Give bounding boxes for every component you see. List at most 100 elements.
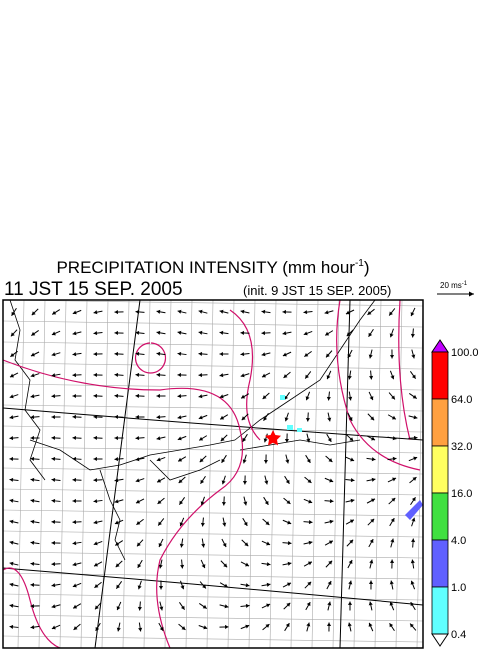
contours — [3, 300, 421, 648]
arrow-head — [240, 373, 245, 378]
wind-arrow — [135, 351, 145, 356]
grid-line — [59, 300, 67, 648]
arrow-head — [287, 541, 292, 546]
wind-arrow — [284, 392, 290, 400]
wind-arrow — [30, 561, 40, 566]
wind-arrow — [51, 477, 61, 482]
arrow-head — [390, 518, 395, 523]
wind-arrow — [114, 457, 124, 462]
arrow-head — [410, 312, 415, 317]
arrow-head — [158, 586, 164, 590]
wind-arrow — [305, 412, 310, 422]
wind-arrow — [262, 392, 270, 400]
wind-arrow — [93, 310, 103, 315]
arrow-head — [9, 498, 14, 503]
wind-arrow — [366, 498, 376, 504]
wind-arrow — [135, 498, 145, 504]
arrow-head — [72, 414, 77, 420]
arrow-head — [263, 438, 268, 443]
wind-arrow — [93, 520, 103, 525]
arrow-head — [307, 561, 312, 566]
arrow-head — [412, 394, 417, 399]
wind-arrow — [114, 393, 124, 398]
arrow-head — [137, 585, 142, 590]
arrow-head — [308, 520, 313, 525]
wind-arrow — [198, 372, 208, 378]
grid-line — [17, 300, 25, 648]
map-frame — [2, 299, 424, 649]
arrow-head — [219, 330, 224, 335]
wind-arrow — [282, 541, 292, 546]
wind-arrow — [262, 518, 270, 526]
arrow-head — [241, 416, 246, 421]
wind-arrow — [261, 603, 271, 609]
wind-arrow — [30, 603, 40, 609]
wind-arrow — [135, 393, 145, 398]
arrow-head — [307, 581, 312, 586]
arrow-head — [245, 562, 250, 567]
wind-arrow — [283, 371, 291, 379]
arrow-head — [93, 372, 97, 378]
title: PRECIPITATION INTENSITY (mm hour-1) — [56, 258, 369, 277]
wind-arrow — [284, 412, 289, 422]
arrow-head — [219, 309, 224, 314]
wind-arrow — [51, 309, 61, 315]
wind-arrow — [389, 622, 395, 632]
wind-arrow — [262, 623, 270, 631]
wind-arrow — [198, 351, 208, 356]
arrow-head — [156, 309, 161, 314]
wind-arrow — [9, 624, 19, 629]
wind-arrow — [115, 560, 123, 568]
ref-label: 20 ms — [440, 281, 462, 290]
arrow-head — [72, 583, 77, 588]
wind-arrow — [326, 580, 332, 590]
wind-arrow — [409, 476, 417, 484]
wind-arrow — [388, 497, 396, 505]
wind-arrow — [180, 559, 185, 569]
wind-field — [9, 307, 418, 632]
arrow-head — [200, 501, 205, 506]
arrow-head — [51, 414, 55, 420]
wind-arrow — [261, 582, 271, 587]
arrow-head — [30, 352, 35, 357]
wind-arrow — [51, 604, 61, 609]
arrow-head — [135, 478, 140, 483]
wind-arrow — [261, 330, 271, 336]
arrow-head — [368, 332, 373, 337]
arrow-head — [266, 562, 271, 567]
arrow-head — [347, 353, 352, 358]
grid-line — [248, 300, 256, 648]
colorbar-segment — [431, 586, 449, 635]
wind-arrow — [369, 559, 374, 569]
arrow-head — [329, 478, 334, 483]
arrow-head — [114, 414, 119, 420]
wind-arrow — [242, 433, 248, 443]
arrow-head — [369, 539, 374, 544]
wind-arrow — [177, 435, 187, 441]
wind-arrow — [9, 519, 19, 524]
wind-arrow — [73, 623, 81, 631]
arrow-head — [136, 521, 141, 525]
arrow-head — [72, 456, 77, 461]
wind-arrow — [325, 560, 333, 568]
wind-arrow — [30, 582, 40, 588]
wind-arrow — [177, 330, 187, 335]
wind-arrow — [72, 414, 82, 420]
wind-arrow — [93, 540, 103, 546]
wind-arrow — [198, 330, 208, 335]
arrow-head — [392, 456, 397, 461]
wind-arrow — [135, 478, 145, 483]
arrow-head — [9, 394, 14, 399]
arrow-head — [159, 626, 164, 631]
arrow-head — [177, 309, 182, 314]
arrow-head — [9, 540, 14, 545]
wind-arrow — [9, 456, 19, 462]
arrow-head — [198, 372, 203, 378]
arrow-head — [114, 435, 118, 441]
wind-arrow — [283, 497, 291, 505]
wind-arrow — [388, 308, 396, 316]
arrow-head — [156, 393, 160, 399]
arrow-head — [116, 627, 121, 632]
arrow-head — [135, 330, 140, 335]
wind-arrow — [114, 309, 124, 315]
